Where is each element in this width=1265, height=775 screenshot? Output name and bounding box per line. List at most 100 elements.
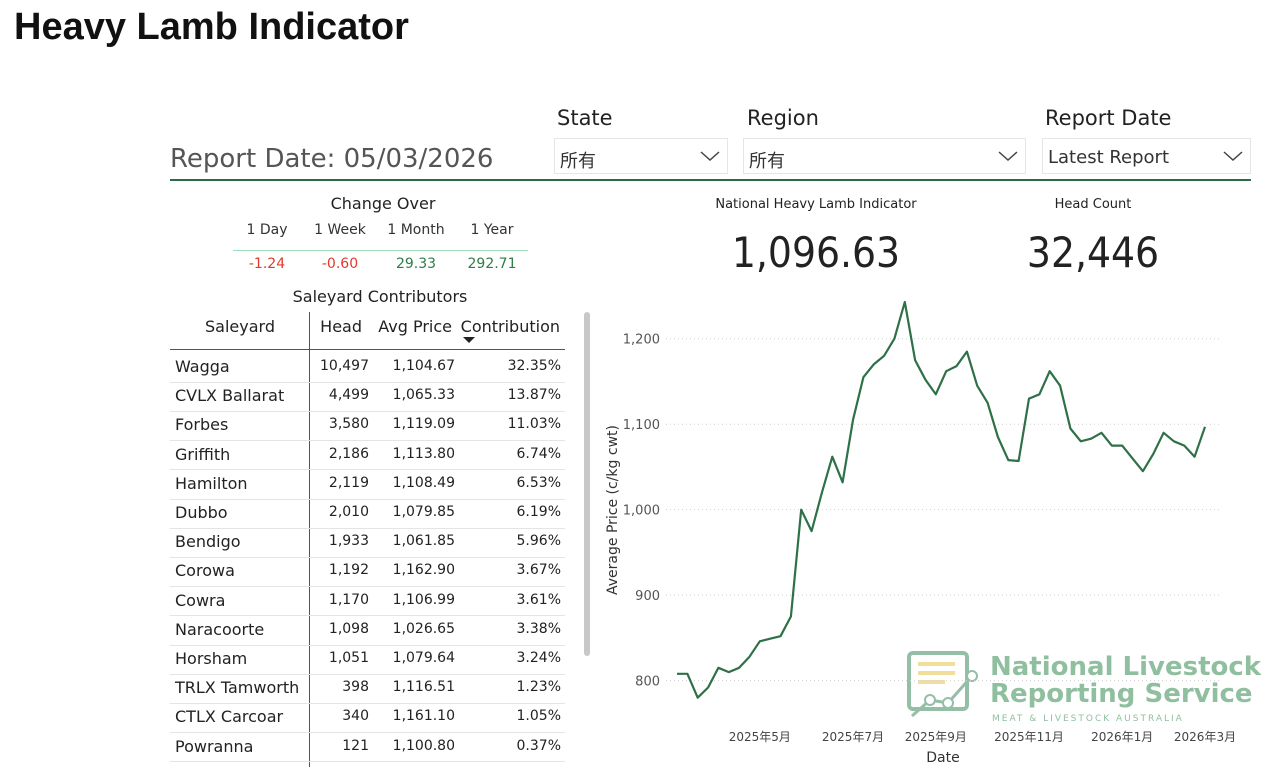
cell: 10,497 [320,358,369,374]
row-divider [170,732,565,734]
cell: Corowa [175,561,235,581]
filter-label: Report Date [1045,106,1172,130]
cell: 6.53% [516,474,561,491]
row-divider [170,410,565,412]
cell: 2,186 [328,445,369,462]
cell: 3.24% [516,650,561,666]
logo-text: National Livestock [990,652,1262,682]
row-divider [170,702,565,704]
cell: 2,010 [328,504,369,520]
cell: 1,098 [328,620,369,637]
row-divider [170,615,565,617]
change-value: -1.24 [248,256,286,272]
cell: 1,192 [328,562,369,579]
cell: 3,580 [328,416,369,433]
row-divider [170,527,565,529]
x-tick-label: 2025年11月 [994,730,1064,744]
x-tick-label: 2026年1月 [1091,730,1153,744]
cell: 6.74% [516,445,561,462]
page-title: Heavy Lamb Indicator [14,6,409,48]
cell: 1,051 [328,650,369,666]
cell: 0.37% [516,737,561,754]
change-title: Change Over [330,194,436,213]
kpi-label: National Heavy Lamb Indicator [715,197,917,212]
chevron [1223,151,1243,162]
filter-label: State [557,106,613,130]
cell: CTLX Carcoar [175,707,284,727]
logo-tagline: MEAT & LIVESTOCK AUSTRALIA [992,714,1184,724]
cell: 1,079.85 [392,504,455,520]
cell: 1.23% [516,679,561,696]
filter-label: Region [747,106,819,130]
cell: 2,119 [328,474,369,491]
cell: 1,100.80 [392,737,455,754]
column-header: Avg Price [378,317,452,336]
cell: 3.38% [516,620,561,637]
scrollbar[interactable] [584,312,590,656]
column-header: Contribution [460,317,560,336]
row-divider [170,761,565,763]
table-title: Saleyard Contributors [292,287,468,306]
cell: 1,108.49 [392,474,455,491]
sort-indicator[interactable] [462,336,476,344]
cell: CVLX Ballarat [175,386,285,406]
row-divider [170,381,565,383]
divider [233,250,528,251]
change-header: 1 Year [470,222,514,238]
y-tick-label: 1,000 [623,504,660,519]
dropdown[interactable]: Latest Report [1042,138,1251,174]
cell: 1,119.09 [392,416,455,433]
cell: 1,161.10 [392,708,455,725]
cell: 1,079.64 [392,650,455,666]
cell: 1,106.99 [392,591,455,608]
dropdown[interactable]: 所有 [743,138,1026,174]
row-divider [170,498,565,500]
logo-text: Reporting Service [990,679,1253,709]
cell: 1,116.51 [392,679,455,696]
cell: Horsham [175,649,248,668]
divider [170,179,1251,181]
cell: 6.19% [516,504,561,520]
change-value: -0.60 [321,256,359,272]
cell: Naracoorte [175,619,265,639]
cell: 121 [342,737,369,754]
column-header: Head [320,317,362,336]
x-axis-title: Date [926,750,959,766]
cell: 398 [342,679,369,696]
cell: 1,104.67 [392,358,455,374]
row-divider [170,440,565,442]
cell: 1,170 [328,591,369,608]
change-value: 292.71 [467,256,517,272]
cell: Griffith [175,444,231,464]
cell: 5.96% [516,533,561,550]
cell: Wagga [175,357,230,376]
row-divider [170,673,565,675]
cell: Hamilton [175,473,248,493]
cell: 1,113.80 [392,445,455,462]
x-tick-label: 2025年9月 [905,730,967,744]
cell: 1,162.90 [392,562,455,579]
dropdown[interactable]: 所有 [554,138,728,174]
cell: Forbes [175,415,229,435]
cell: 13.87% [507,387,561,404]
row-divider [170,586,565,588]
cell: Powranna [175,736,254,756]
cell: Cowra [175,590,226,610]
chevron [998,151,1018,162]
cell: Bendigo [175,532,241,552]
cell: 3.67% [516,562,561,579]
row-divider [170,556,565,558]
chevron [700,151,720,162]
dropdown-value: Latest Report [1048,147,1170,168]
cell: 1.05% [516,708,561,725]
row-divider [170,644,565,646]
kpi-value: 32,446 [1026,228,1160,277]
change-header: 1 Week [314,222,366,238]
report-date: Report Date: 05/03/2026 [170,144,494,174]
y-tick-label: 900 [635,589,660,604]
change-header: 1 Day [246,222,288,238]
cell: 1,061.85 [392,533,455,550]
divider [170,349,565,350]
